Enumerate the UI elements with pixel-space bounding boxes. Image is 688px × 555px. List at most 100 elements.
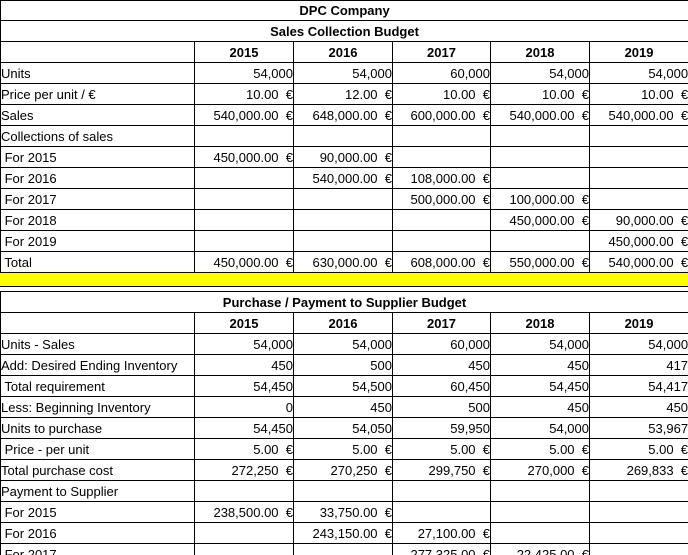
cell[interactable]: 0 (194, 396, 294, 418)
cell[interactable]: 54,000 (293, 333, 393, 355)
cell[interactable]: 60,000 (392, 333, 491, 355)
cell[interactable]: 10.00 € (392, 83, 491, 105)
row-label[interactable]: For 2017 (0, 188, 195, 210)
cell[interactable]: 54,000 (293, 62, 393, 84)
cell[interactable]: 12.00 € (293, 83, 393, 105)
cell[interactable]: 500 (392, 396, 491, 418)
cell[interactable] (194, 188, 294, 210)
row-label[interactable]: For 2018 (0, 209, 195, 231)
cell[interactable]: 5.00 € (588, 438, 688, 460)
row-label[interactable]: Total (0, 251, 195, 273)
cell[interactable]: 90,000.00 € (293, 146, 393, 168)
cell[interactable] (490, 480, 590, 502)
row-label[interactable]: For 2016 (0, 167, 195, 189)
cell[interactable] (194, 543, 294, 555)
cell[interactable]: 630,000.00 € (293, 251, 393, 273)
cell[interactable]: 450,000.00 € (588, 230, 688, 252)
year-header-2018[interactable]: 2018 (490, 312, 590, 334)
cell[interactable] (194, 209, 294, 231)
year-header-2017[interactable]: 2017 (392, 312, 491, 334)
cell[interactable] (293, 209, 393, 231)
cell[interactable]: 550,000.00 € (490, 251, 590, 273)
cell[interactable]: 60,000 (392, 62, 491, 84)
cell[interactable] (392, 480, 491, 502)
row-label[interactable]: Collections of sales (0, 125, 195, 147)
cell[interactable]: 5.00 € (293, 438, 393, 460)
cell[interactable]: 5.00 € (392, 438, 491, 460)
cell[interactable]: 5.00 € (490, 438, 590, 460)
row-label[interactable]: Add: Desired Ending Inventory (0, 354, 195, 376)
cell[interactable]: 54,000 (490, 62, 590, 84)
cell[interactable]: 100,000.00 € (490, 188, 590, 210)
cell[interactable] (588, 188, 688, 210)
cell[interactable]: 59,950 (392, 417, 491, 439)
cell[interactable]: 270,000 € (490, 459, 590, 481)
cell[interactable]: 60,450 (392, 375, 491, 397)
row-label[interactable]: Units - Sales (0, 333, 195, 355)
cell[interactable] (392, 209, 491, 231)
cell[interactable]: 27,100.00 € (392, 522, 491, 544)
row-label[interactable]: For 2015 (0, 146, 195, 168)
cell[interactable]: 270,250 € (293, 459, 393, 481)
cell[interactable]: 500,000.00 € (392, 188, 491, 210)
row-label[interactable]: Units (0, 62, 195, 84)
cell[interactable]: 54,000 (490, 417, 590, 439)
cell[interactable]: 540,000.00 € (293, 167, 393, 189)
cell[interactable]: 54,000 (194, 62, 294, 84)
cell[interactable] (588, 167, 688, 189)
cell[interactable] (293, 480, 393, 502)
cell[interactable]: 450 (194, 354, 294, 376)
cell[interactable]: 272,250 € (194, 459, 294, 481)
year-header-2015[interactable]: 2015 (194, 41, 294, 63)
year-header-2017[interactable]: 2017 (392, 41, 491, 63)
cell[interactable]: 108,000.00 € (392, 167, 491, 189)
cell[interactable] (293, 230, 393, 252)
cell[interactable]: 450,000.00 € (490, 209, 590, 231)
cell[interactable] (588, 501, 688, 523)
cell[interactable] (392, 501, 491, 523)
cell[interactable]: 5.00 € (194, 438, 294, 460)
cell[interactable] (194, 167, 294, 189)
cell[interactable]: 450 (490, 354, 590, 376)
year-header-2018[interactable]: 2018 (490, 41, 590, 63)
cell[interactable] (588, 125, 688, 147)
cell[interactable]: 54,450 (194, 417, 294, 439)
cell[interactable] (392, 230, 491, 252)
cell[interactable] (293, 125, 393, 147)
cell[interactable] (293, 188, 393, 210)
row-label[interactable]: For 2019 (0, 230, 195, 252)
cell[interactable]: 600,000.00 € (392, 104, 491, 126)
cell[interactable]: 33,750.00 € (293, 501, 393, 523)
row-label[interactable]: Payment to Supplier (0, 480, 195, 502)
row-label[interactable]: For 2016 (0, 522, 195, 544)
row-label[interactable]: Units to purchase (0, 417, 195, 439)
cell[interactable] (194, 522, 294, 544)
year-header-2019[interactable]: 2019 (588, 312, 688, 334)
year-header-2019[interactable]: 2019 (588, 41, 688, 63)
cell[interactable] (194, 125, 294, 147)
cell[interactable]: 608,000.00 € (392, 251, 491, 273)
cell[interactable]: 22,425.00 € (490, 543, 590, 555)
cell[interactable] (194, 230, 294, 252)
cell[interactable]: 54,050 (293, 417, 393, 439)
cell[interactable]: 243,150.00 € (293, 522, 393, 544)
cell[interactable]: 54,450 (490, 375, 590, 397)
year-header-2016[interactable]: 2016 (293, 312, 393, 334)
cell[interactable] (588, 480, 688, 502)
cell[interactable] (490, 167, 590, 189)
year-header-2015[interactable]: 2015 (194, 312, 294, 334)
row-label[interactable]: Price per unit / € (0, 83, 195, 105)
cell[interactable] (490, 230, 590, 252)
cell[interactable]: 450,000.00 € (194, 146, 294, 168)
row-label[interactable]: Less: Beginning Inventory (0, 396, 195, 418)
cell[interactable] (392, 146, 491, 168)
cell[interactable] (588, 146, 688, 168)
cell[interactable]: 10.00 € (588, 83, 688, 105)
cell[interactable]: 54,450 (194, 375, 294, 397)
cell[interactable] (392, 125, 491, 147)
cell[interactable]: 54,000 (194, 333, 294, 355)
cell[interactable]: 269,833 € (588, 459, 688, 481)
year-header-2016[interactable]: 2016 (293, 41, 393, 63)
row-label[interactable]: For 2017 (0, 543, 195, 555)
cell[interactable]: 500 (293, 354, 393, 376)
